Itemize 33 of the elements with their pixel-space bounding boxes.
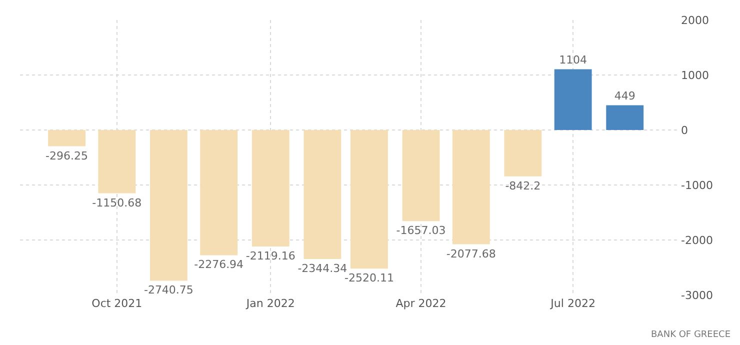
data-label: 449 [614,89,636,102]
data-label: -2276.94 [194,258,244,272]
x-tick-label: Jul 2022 [550,297,596,310]
text: BANK OF GREECE [651,330,731,340]
data-label: 1104 [559,53,588,66]
data-label: -842.2 [505,179,541,192]
bar [304,130,342,259]
bar [452,130,490,244]
y-tick-label: 1000 [681,68,709,82]
y-tick-label: 0 [681,124,688,137]
data-label: -2740.75 [144,284,194,297]
bar [402,130,440,222]
y-tick-label: -1000 [681,178,713,192]
x-tick-label: Apr 2022 [396,297,446,310]
bar [98,130,136,194]
data-label: -2077.68 [446,247,496,260]
bar [350,130,388,269]
bar [554,69,592,130]
bar [48,130,86,146]
data-label: -1150.68 [92,196,142,210]
bar [252,130,290,247]
y-tick-label: 2000 [681,14,709,27]
x-tick-label: Oct 2021 [92,297,142,310]
y-tick-label: -2000 [681,234,713,247]
data-label: -296.25 [46,149,88,162]
bar [504,130,542,176]
x-tick-label: Jan 2022 [245,297,295,310]
data-label: -1657.03 [396,224,446,238]
bar [200,130,238,256]
bar [606,105,644,130]
y-tick-label: -3000 [681,288,713,302]
bar [150,130,188,281]
data-label: -2119.16 [246,250,296,263]
